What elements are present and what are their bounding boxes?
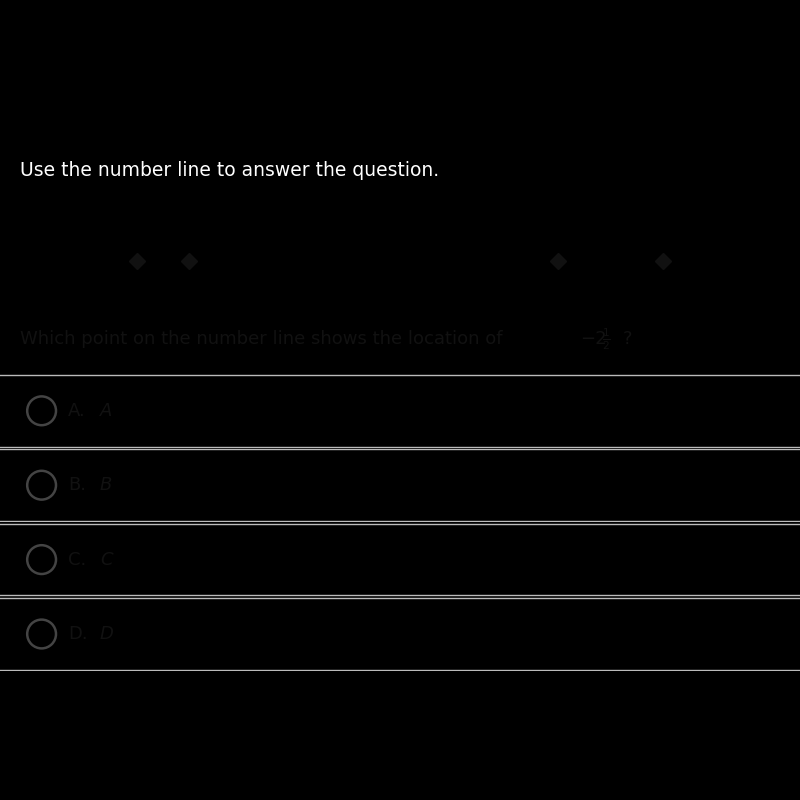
Text: -3: -3	[76, 283, 92, 298]
Text: C: C	[100, 550, 113, 569]
Text: Which point on the number line shows the location of: Which point on the number line shows the…	[20, 330, 508, 349]
Text: −2: −2	[580, 330, 606, 349]
Text: D: D	[100, 625, 114, 643]
Text: B.: B.	[68, 476, 86, 494]
Text: C.: C.	[68, 550, 86, 569]
Text: B: B	[551, 225, 564, 242]
Text: D: D	[130, 225, 144, 242]
Text: Use the number line to answer the question.: Use the number line to answer the questi…	[20, 161, 439, 179]
Text: -2: -2	[182, 283, 198, 298]
Text: B: B	[100, 476, 112, 494]
Text: 0: 0	[395, 283, 405, 298]
Text: 2: 2	[606, 283, 615, 298]
Text: $\frac{1}{2}$: $\frac{1}{2}$	[602, 326, 610, 352]
Text: A.: A.	[68, 402, 86, 420]
Text: C: C	[183, 225, 195, 242]
Text: A: A	[657, 225, 670, 242]
Text: A: A	[100, 402, 112, 420]
Text: -1: -1	[286, 283, 302, 298]
Text: ?: ?	[622, 330, 632, 349]
Text: 3: 3	[710, 283, 721, 298]
Text: D.: D.	[68, 625, 88, 643]
Text: 1: 1	[500, 283, 510, 298]
